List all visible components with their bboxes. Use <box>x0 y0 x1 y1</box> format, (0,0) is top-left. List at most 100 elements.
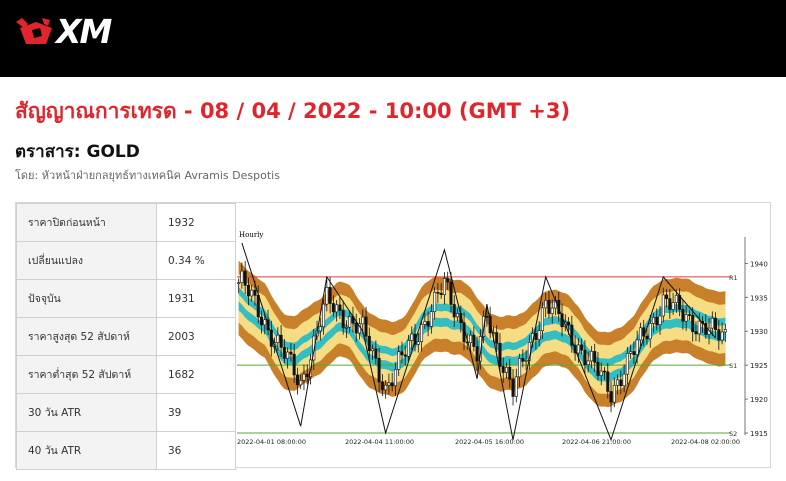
candle-body <box>658 315 662 325</box>
candle-body <box>625 353 629 375</box>
candle-body <box>651 317 655 324</box>
stat-value: 1682 <box>156 355 236 394</box>
candle-body <box>697 320 701 335</box>
stat-value: 1931 <box>156 279 236 318</box>
xm-logo[interactable]: XM <box>14 12 112 51</box>
candle-body <box>423 321 427 325</box>
y-tick-label: 1920 <box>750 396 768 404</box>
stat-value: 0.34 % <box>156 241 236 280</box>
candle-body <box>325 287 329 305</box>
candle-body <box>635 339 639 355</box>
candle-body <box>263 319 267 326</box>
candle-body <box>714 317 718 330</box>
zigzag-line <box>241 242 716 442</box>
timeframe-label: Hourly <box>239 231 263 239</box>
candle-body <box>593 351 597 363</box>
candle-body <box>246 285 250 297</box>
table-row: ราคาต่ำสุด 52 สัปดาห์ 1682 <box>16 355 236 394</box>
candle-body <box>243 270 247 286</box>
candle-body <box>557 300 561 314</box>
candle-body <box>684 314 688 322</box>
candle-body <box>344 326 348 329</box>
table-row: 40 วัน ATR 36 <box>16 431 236 470</box>
candle-body <box>638 327 642 341</box>
candle-body <box>508 366 512 380</box>
candle-body <box>433 292 437 312</box>
candle-body <box>609 391 613 403</box>
candle-body <box>589 351 593 362</box>
candle-body <box>302 373 306 381</box>
stat-label: ปัจจุบัน <box>16 279 157 318</box>
page-title: สัญญาณการเทรด - 08 / 04 / 2022 - 10:00 (… <box>15 99 571 123</box>
candle-body <box>642 327 646 337</box>
candle-body <box>586 360 590 365</box>
candle-body <box>452 304 456 318</box>
candle-body <box>629 351 633 354</box>
candle-body <box>661 294 665 317</box>
y-tick-label: 1925 <box>750 362 768 370</box>
table-row: เปลี่ยนแปลง 0.34 % <box>16 241 236 280</box>
price-chart: R1 S1 S2 1915 1920 1925 1930 1935 1940 2022-04-01… <box>237 231 768 446</box>
candle-body <box>380 381 384 391</box>
candle-body <box>426 321 430 327</box>
instrument-label: ตราสาร: GOLD <box>15 142 140 162</box>
candle-body <box>655 317 659 325</box>
stat-label: ราคาต่ำสุด 52 สัปดาห์ <box>16 355 157 394</box>
candle-body <box>576 344 580 354</box>
candle-body <box>717 329 721 341</box>
candle-body <box>328 287 332 304</box>
candle-body <box>420 324 424 343</box>
candle-body <box>599 370 603 376</box>
candle-body <box>364 316 368 337</box>
candle-body <box>504 366 508 373</box>
candle-body <box>478 336 482 362</box>
candle-body <box>580 344 584 351</box>
y-tick-label: 1930 <box>750 328 768 336</box>
brand-name: XM <box>56 12 112 51</box>
candle-body <box>671 302 675 310</box>
level-label-r1: R1 <box>729 274 738 282</box>
candle-body <box>407 340 411 357</box>
candle-body <box>361 316 365 325</box>
level-label-s1: S1 <box>729 362 737 370</box>
candle-body <box>400 351 404 356</box>
candle-body <box>335 304 339 313</box>
candle-body <box>312 335 316 361</box>
candle-body <box>338 304 342 311</box>
candle-body <box>537 330 541 340</box>
candle-body <box>256 295 260 318</box>
signal-panel: ราคาปิดก่อนหน้า 1932 เปลี่ยนแปลง 0.34 % ปั… <box>15 202 771 470</box>
candle-body <box>436 292 440 294</box>
candle-body <box>367 335 371 352</box>
x-tick-label: 2022-04-01 08:00:00 <box>237 438 306 446</box>
candle-body <box>371 348 375 352</box>
candle-body <box>397 351 401 370</box>
candle-body <box>475 346 479 362</box>
candle-body <box>694 331 698 335</box>
candle-body <box>583 349 587 365</box>
candle-body <box>602 370 606 373</box>
stat-label: ราคาปิดก่อนหน้า <box>16 203 157 242</box>
stat-label: 30 วัน ATR <box>16 393 157 432</box>
candle-body <box>485 315 489 318</box>
candle-body <box>645 335 649 340</box>
candle-body <box>704 322 708 335</box>
candle-body <box>687 314 691 316</box>
candle-body <box>514 376 518 397</box>
candle-body <box>616 379 620 386</box>
candle-body <box>276 334 280 343</box>
x-tick-label: 2022-04-06 21:00:00 <box>562 438 631 446</box>
candle-body <box>632 351 636 355</box>
candle-body <box>390 382 394 387</box>
candle-body <box>606 371 610 392</box>
candle-body <box>377 357 381 383</box>
y-tick-label: 1940 <box>750 260 768 268</box>
x-tick-label: 2022-04-08 02:00:00 <box>671 438 740 446</box>
candle-body <box>331 303 335 313</box>
candle-body <box>318 326 322 332</box>
candle-body <box>511 378 515 397</box>
candle-body <box>429 311 433 327</box>
x-tick-label: 2022-04-05 16:00:00 <box>455 438 524 446</box>
candle-body <box>289 351 293 355</box>
inner-channel-band <box>238 287 726 382</box>
